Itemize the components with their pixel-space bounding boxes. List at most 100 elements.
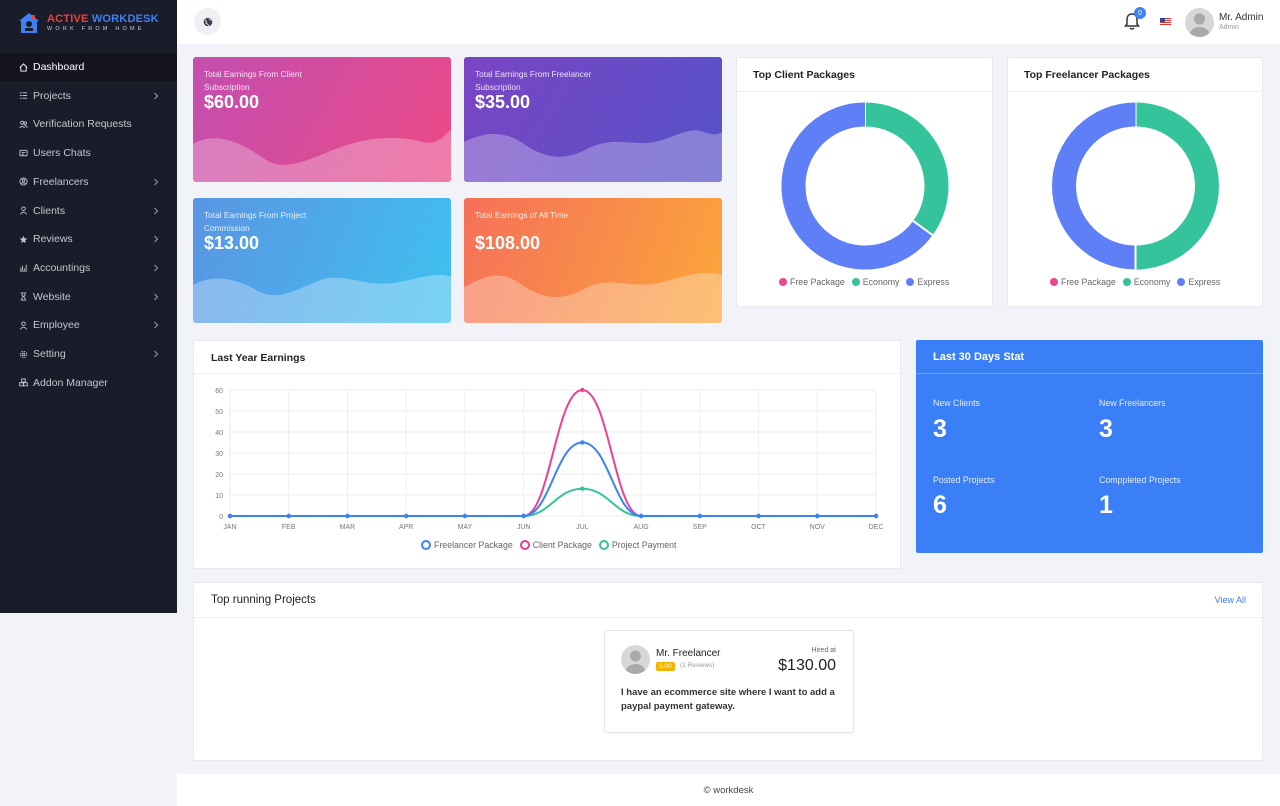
sidebar-item-setting[interactable]: Setting [0, 340, 177, 368]
legend-item[interactable]: Economy [1122, 277, 1170, 287]
client-packages-card: Top Client Packages Free Package Economy E… [736, 57, 993, 307]
sidebar-item-label: Dashboard [33, 61, 85, 73]
slice-separator [912, 220, 934, 236]
user-icon [17, 319, 30, 332]
data-point[interactable] [403, 513, 409, 519]
sidebar-item-label: Website [33, 290, 71, 303]
brand-name-part1: ACTIVE [47, 13, 89, 25]
last-year-earnings-line-chart[interactable]: 0 10 20 30 40 50 60 JAN FEB MAR APR MAY JUN JUL AUG SEP… [194, 381, 902, 541]
sidebar-item-label: Verification Requests [33, 118, 132, 131]
sidebar-item-clients[interactable]: Clients [0, 197, 177, 225]
wave-decoration [464, 272, 722, 323]
project-description[interactable]: I have an ecommerce site where I want to… [621, 687, 835, 712]
freelancer-packages-legend: Free Package Economy Express [1050, 277, 1227, 287]
user-name[interactable]: Mr. Admin [1219, 12, 1264, 23]
donut-slice-economy[interactable] [864, 102, 949, 236]
legend-item[interactable]: Project Payment [598, 540, 676, 550]
sidebar-item-website[interactable]: Website [0, 283, 177, 311]
x-tick-label: MAY [458, 524, 473, 531]
data-point[interactable] [227, 513, 233, 519]
data-point[interactable] [286, 513, 291, 519]
us-flag-icon[interactable] [1160, 18, 1171, 25]
boxes-icon [17, 376, 30, 389]
freelancer-avatar[interactable] [621, 645, 650, 674]
y-tick-label: 60 [215, 388, 223, 395]
brand-name-part2: WORKDESK [91, 13, 159, 25]
data-point[interactable] [638, 513, 644, 519]
data-point[interactable] [462, 513, 468, 519]
chevron-right-icon [154, 92, 159, 100]
sidebar-item-accountings[interactable]: Accountings [0, 254, 177, 282]
sidebar-item-label: Setting [33, 348, 66, 360]
x-tick-label: SEP [693, 524, 707, 531]
y-tick-label: 50 [215, 409, 223, 416]
stat-new-clients-label: New Clients [933, 398, 980, 408]
brand-logo[interactable]: ACTIVE WORKDESK WORK FROM HOME [18, 12, 168, 36]
client-packages-donut[interactable] [737, 98, 994, 288]
stat-new-freelancers-label: New Freelancers [1099, 398, 1166, 408]
gear-icon [17, 348, 30, 361]
data-point[interactable] [580, 387, 585, 393]
earning-value: $35.00 [475, 92, 531, 112]
donut-slice-express[interactable] [781, 102, 933, 270]
footer: © workdesk [177, 774, 1280, 806]
globe-icon [203, 17, 212, 26]
sidebar-item-reviews[interactable]: Reviews [0, 225, 177, 253]
legend-swatch [1177, 278, 1186, 286]
chevron-right-icon [154, 264, 159, 272]
legend-item[interactable]: Client Package [519, 540, 592, 550]
data-point[interactable] [756, 513, 761, 519]
stat-completed-projects-value: 1 [1099, 491, 1113, 519]
legend-item[interactable]: Express [906, 277, 949, 287]
user-avatar[interactable] [1185, 8, 1214, 37]
sidebar-item-dashboard[interactable]: Dashboard [0, 53, 177, 81]
earning-label: Total Earnings From Client Subscription [204, 69, 302, 92]
data-point[interactable] [345, 513, 350, 519]
chevron-right-icon [154, 350, 159, 358]
sidebar-item-addon-manager[interactable]: Addon Manager [0, 369, 177, 397]
sidebar-item-users-chats[interactable]: Users Chats [0, 139, 177, 167]
language-globe-button[interactable] [194, 8, 221, 35]
x-tick-label: AUG [634, 524, 649, 531]
data-point[interactable] [521, 513, 526, 519]
sidebar-item-label: Employee [33, 319, 80, 332]
freelancer-name[interactable]: Mr. Freelancer [656, 648, 721, 659]
legend-item[interactable]: Free Package [1050, 277, 1116, 287]
data-point[interactable] [580, 486, 585, 491]
data-point[interactable] [815, 513, 820, 519]
chevron-right-icon [154, 293, 159, 301]
sidebar-item-verification-requests[interactable]: Verification Requests [0, 110, 177, 138]
data-point[interactable] [873, 513, 879, 519]
y-tick-label: 10 [215, 493, 223, 500]
view-all-link[interactable]: View All [1214, 595, 1246, 605]
donut-slice-express[interactable] [1052, 102, 1136, 270]
sidebar-item-label: Accountings [33, 261, 91, 274]
data-point[interactable] [580, 440, 585, 445]
bar-chart-icon [17, 261, 30, 274]
freelancer-icon [17, 175, 30, 188]
freelancer-packages-card: Top Freelancer Packages Free Package Econ… [1007, 57, 1263, 307]
sidebar-item-freelancers[interactable]: Freelancers [0, 168, 177, 196]
project-card[interactable]: Mr. Freelancer 5.00 (1 Reviews) Hired at… [604, 630, 854, 733]
series-line-project-payment[interactable] [230, 487, 876, 517]
legend-swatch [598, 540, 609, 550]
x-tick-label: NOV [810, 524, 826, 531]
last-30-days-stat-card: Last 30 Days Stat New Clients 3 New Free… [916, 340, 1263, 553]
sidebar-item-projects[interactable]: Projects [0, 82, 177, 110]
legend-item[interactable]: Express [1177, 277, 1220, 287]
donut-slice-economy[interactable] [1135, 102, 1219, 270]
sidebar-item-label: Freelancers [33, 175, 89, 188]
y-tick-label: 0 [219, 514, 223, 521]
data-point[interactable] [697, 513, 703, 519]
earning-label: Total Earnings of All Time [475, 210, 569, 220]
legend-item[interactable]: Economy [851, 277, 899, 287]
sidebar-item-employee[interactable]: Employee [0, 311, 177, 339]
client-packages-legend: Free Package Economy Express [779, 277, 956, 287]
y-tick-label: 40 [215, 430, 223, 437]
brand-tagline: WORK FROM HOME [47, 26, 145, 32]
legend-item[interactable]: Freelancer Package [421, 540, 513, 550]
legend-item[interactable]: Free Package [779, 277, 845, 287]
freelancer-packages-donut[interactable] [1008, 98, 1264, 288]
earning-value: $13.00 [204, 233, 260, 253]
sidebar-item-label: Projects [33, 89, 71, 102]
